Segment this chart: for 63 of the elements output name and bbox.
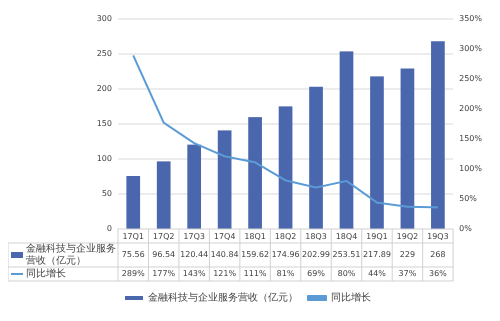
- x-tick-label: 19Q1: [366, 232, 388, 241]
- text: 同比增长: [26, 268, 66, 280]
- data-label: 81%: [276, 269, 295, 278]
- data-label: 37%: [398, 269, 417, 278]
- bar: [278, 106, 292, 228]
- data-label: 140.84: [210, 250, 239, 260]
- y2-tick-label: 300%: [459, 44, 482, 53]
- text: 金融科技与企业服务营收（亿元）: [148, 292, 298, 304]
- data-label: 69%: [307, 269, 326, 278]
- data-label: 229: [400, 250, 416, 260]
- data-label: 174.96: [272, 250, 300, 260]
- y-tick-label: 150: [96, 118, 112, 128]
- x-tick-label: 17Q2: [152, 232, 174, 241]
- legend-label: 同比增长: [331, 292, 371, 304]
- y2-tick-label: 150%: [459, 134, 482, 143]
- y2-tick-label: 350%: [459, 14, 482, 23]
- y-tick-label: 300: [96, 14, 112, 23]
- data-label: 121%: [213, 269, 236, 278]
- data-label: 75.56: [122, 250, 145, 260]
- y-tick-label: 200: [96, 84, 112, 93]
- data-label: 120.44: [180, 250, 208, 260]
- data-label: 177%: [152, 269, 176, 278]
- data-label: 36%: [429, 269, 448, 278]
- y-tick-label: 250: [96, 48, 112, 58]
- data-label: 159.62: [241, 250, 270, 260]
- x-tick-label: 19Q2: [396, 232, 418, 241]
- data-label: 111%: [244, 269, 267, 278]
- bar: [187, 144, 202, 228]
- bar: [431, 41, 445, 228]
- y2-tick-label: 50%: [459, 194, 478, 204]
- x-tick-label: 18Q2: [274, 232, 296, 241]
- x-tick-label: 17Q1: [122, 232, 144, 241]
- y2-tick-label: 0%: [459, 224, 472, 234]
- legend-label: 金融科技与企业服务营收（亿元）: [26, 242, 116, 267]
- bar: [340, 51, 354, 228]
- x-tick-label: 18Q1: [244, 232, 266, 241]
- x-tick-label: 17Q3: [183, 232, 205, 241]
- y-tick-label: 100: [96, 154, 112, 164]
- y2-tick-label: 250%: [459, 74, 482, 83]
- x-tick-label: 18Q4: [336, 232, 358, 241]
- x-tick-label: 17Q4: [214, 232, 236, 241]
- y-tick-label: 0: [106, 224, 112, 234]
- data-label: 143%: [182, 269, 206, 278]
- bar: [126, 176, 140, 228]
- y2-tick-label: 100%: [459, 164, 482, 174]
- data-label: 202.99: [302, 250, 330, 260]
- bar: [370, 76, 384, 228]
- data-label: 44%: [368, 269, 386, 278]
- x-tick-label: 18Q3: [305, 232, 327, 241]
- x-tick-label: 19Q3: [427, 232, 449, 241]
- bar: [218, 130, 232, 228]
- data-label: 217.89: [362, 250, 391, 260]
- data-label: 268: [430, 250, 446, 260]
- bar: [309, 86, 323, 228]
- data-label: 289%: [122, 269, 146, 278]
- bar: [248, 117, 262, 228]
- y2-tick-label: 200%: [459, 104, 482, 113]
- data-label: 80%: [338, 269, 356, 278]
- y-tick-label: 50: [102, 189, 112, 198]
- data-label: 253.51: [332, 250, 360, 260]
- bar: [400, 68, 414, 228]
- data-label: 96.54: [152, 250, 176, 260]
- bar: [156, 161, 171, 228]
